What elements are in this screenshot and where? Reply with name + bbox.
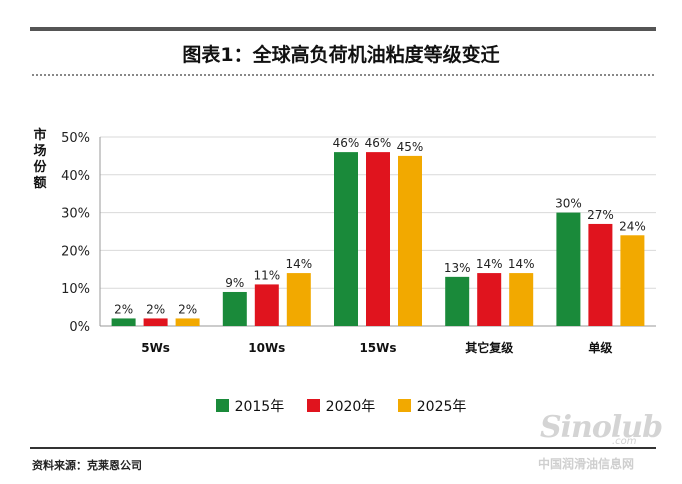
watermark-domain: .com [612,436,637,447]
data-label: 2% [146,302,165,316]
title-divider [32,74,654,76]
x-tick-label: 10Ws [248,341,285,355]
bar [143,318,168,326]
data-label: 45% [397,140,424,154]
legend-item-2015: 2015年 [215,396,285,416]
legend-swatch-2015 [215,399,229,412]
legend-swatch-2025 [397,399,411,412]
bar [620,235,645,326]
data-label: 11% [253,268,280,282]
data-label: 13% [444,261,471,275]
bar [588,223,613,326]
data-label: 24% [619,219,646,233]
y-tick-label: 10% [61,282,90,297]
bar [111,318,136,326]
data-label: 14% [476,257,503,271]
bottom-rule [30,447,656,449]
data-label: 9% [225,276,244,290]
y-tick-label: 40% [61,169,90,184]
bar [222,291,247,326]
bar [334,152,358,326]
legend-label-2025: 2025年 [416,399,467,415]
watermark-site: 中国润滑油信息网 [538,457,635,471]
x-tick-label: 5Ws [141,341,170,355]
y-tick-label: 20% [61,244,90,259]
y-tick-label: 0% [69,320,90,335]
data-label: 46% [365,136,392,150]
data-label: 14% [285,257,312,271]
y-tick-label: 30% [61,207,90,222]
x-tick-label: 单级 [588,340,612,355]
x-tick-label: 其它复级 [465,340,513,355]
chart-title: 图表1：全球高负荷机油粘度等级变迁 [182,44,500,66]
source-note: 资料来源：克莱恩公司 [32,459,142,472]
bar [254,284,279,326]
bar [286,273,311,326]
legend-label-2015: 2015年 [234,399,285,415]
data-label: 2% [178,302,197,316]
data-label: 2% [114,302,133,316]
x-tick-label: 15Ws [359,341,396,355]
legend-item-2025: 2025年 [397,396,467,416]
legend-label-2020: 2020年 [325,399,376,415]
legend-item-2020: 2020年 [306,396,376,416]
legend: 2015年 2020年 2025年 [0,396,682,416]
data-label: 14% [508,257,535,271]
bar [445,276,470,326]
data-label: 46% [333,136,360,150]
top-rule [30,27,656,31]
bar [175,318,200,326]
bar [366,152,390,326]
bar [398,155,422,326]
y-tick-label: 50% [61,131,90,146]
bar [556,212,581,326]
watermark-logo: Sinolub [540,410,663,445]
legend-swatch-2020 [306,399,320,412]
data-label: 30% [555,197,582,211]
bar [477,273,502,326]
y-axis-label: 市场份额 [33,128,47,191]
data-label: 27% [587,208,614,222]
bar [509,273,534,326]
